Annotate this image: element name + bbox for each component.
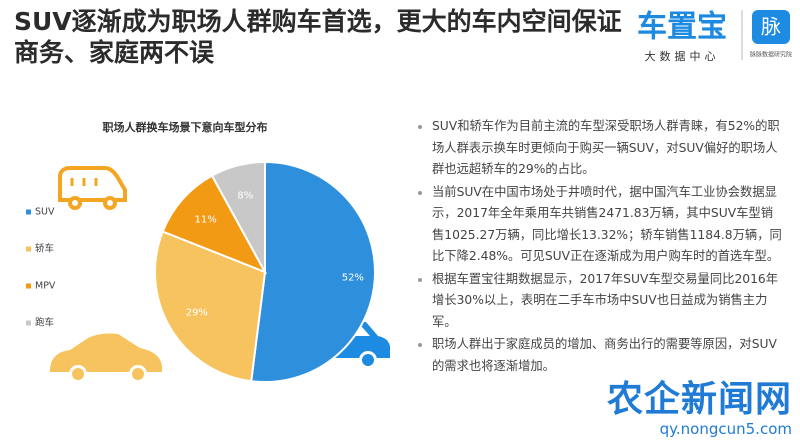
- pie-slice: [154, 230, 267, 383]
- pie-slice: [250, 160, 376, 383]
- watermark-url: qy.nongcun5.com: [659, 420, 792, 438]
- legend-label: 跑车: [35, 317, 54, 329]
- legend-swatch: [26, 246, 31, 252]
- logo-brand: 车置宝: [637, 10, 727, 45]
- slice-label: 11%: [194, 215, 216, 226]
- bullet: 职场人群出于家庭成员的增加、商务出行的需要等原因，对SUV的需求也将逐渐增加。: [432, 334, 784, 377]
- legend-swatch: [26, 283, 31, 289]
- bullet: SUV和轿车作为目前主流的车型深受职场人群青睐，有52%的职场人群表示换车时更倾…: [432, 116, 784, 181]
- slice-label: 29%: [186, 307, 208, 318]
- watermark-name: 农企新闻网: [606, 379, 792, 420]
- sedan-icon: [50, 333, 162, 383]
- pie-slice: [161, 174, 268, 274]
- mpv-icon: [58, 166, 127, 210]
- legend-swatch: [26, 209, 31, 215]
- bullet: 根据车置宝往期数据显示，2017年SUV车型交易量同比2016年增长30%以上，…: [432, 269, 784, 334]
- watermark: 农企新闻网 qy.nongcun5.com: [606, 379, 792, 439]
- bullet: 当前SUV在中国市场处于井喷时代，据中国汽车工业协会数据显示，2017年全年乘用…: [432, 182, 784, 268]
- logo-sub: 大数据中心: [645, 49, 720, 63]
- logo-box: [752, 10, 790, 44]
- legend-label: 轿车: [35, 243, 54, 255]
- title-line: SUV逐渐成为职场人群购车首选，更大的车内空间保证: [14, 7, 622, 36]
- slice-label: 52%: [342, 273, 364, 284]
- pie-slice: [210, 160, 266, 273]
- chart-title: 职场人群换车场景下意向车型分布: [103, 120, 268, 134]
- bullet-list: SUV和轿车作为目前主流的车型深受职场人群青睐，有52%的职场人群表示换车时更倾…: [418, 116, 784, 378]
- legend-label: SUV: [35, 207, 55, 218]
- slice-label: 8%: [237, 190, 253, 201]
- logo-mark-sub: 脉脉数据研究院: [750, 51, 792, 59]
- title-line: 商务、家庭两不误: [14, 38, 215, 67]
- legend-label: MPV: [35, 281, 56, 292]
- legend-swatch: [26, 320, 31, 326]
- slide-title: SUV逐渐成为职场人群购车首选，更大的车内空间保证 商务、家庭两不误: [14, 6, 622, 68]
- logo-mark: 脉: [761, 15, 781, 39]
